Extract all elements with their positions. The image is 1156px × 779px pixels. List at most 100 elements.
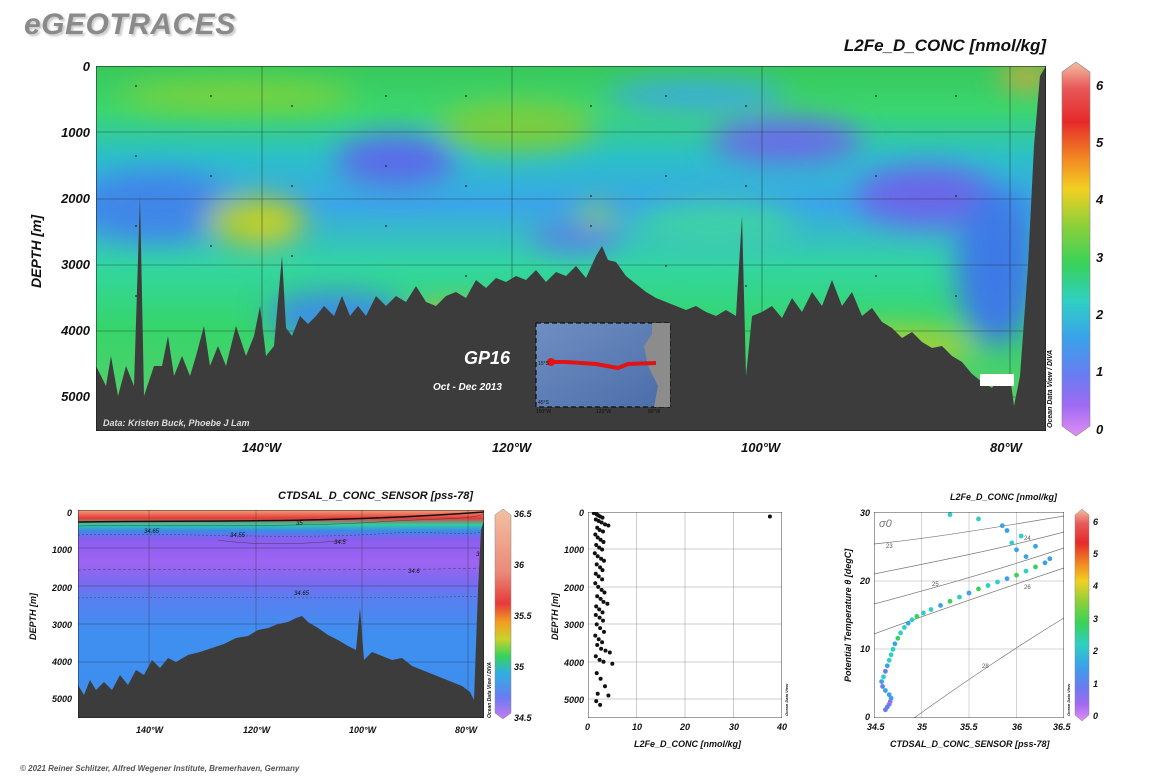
inset-lon-label: 150°W [536,409,551,415]
ts-point [921,610,926,616]
copyright-notice: © 2021 Reiner Schlitzer, Alfred Wegener … [20,764,300,773]
main-y-tick: 1000 [61,125,90,140]
svg-text:34.65: 34.65 [144,529,160,535]
svg-text:25: 25 [932,582,939,588]
ts-y-tick: 10 [859,644,870,654]
ts-colorbar-tick: 3 [1093,614,1099,624]
cruise-track-inset-map[interactable]: 15°S 45°S 150°W 120°W 80°W [535,322,671,415]
fe-depth-point [601,540,606,544]
isopycnal-labels: 23 24 25 26 28 [886,536,1031,670]
fe-depth-point [605,601,610,606]
ts-plot-title: L2Fe_D_CONC [nmol/kg] [950,492,1058,502]
salinity-colorbar-tick: 36.5 [514,509,532,519]
fe-depth-x-tick: 0 [585,722,591,732]
ts-x-tick: 35 [917,722,928,732]
main-nodata-patch [980,374,1014,386]
ts-point [1042,560,1048,566]
main-plot-title: L2Fe_D_CONC [nmol/kg] [843,36,1046,55]
fe-depth-point [594,562,599,567]
fe-depth-point [599,646,604,651]
ts-point [947,512,953,518]
fe-depth-point [599,520,604,525]
ts-point [976,516,981,522]
main-y-tick: 3000 [61,257,90,272]
inset-lon-label: 80°W [648,409,661,415]
ts-point [938,603,943,608]
main-y-axis-label: DEPTH [m] [28,214,44,288]
salinity-contours [78,513,484,599]
salinity-y-tick: 5000 [51,694,72,704]
salinity-x-tick: 100°W [349,725,377,735]
ts-watermark: Ocean Data View [1066,683,1071,716]
svg-text:34.5: 34.5 [334,540,346,546]
svg-text:34.6: 34.6 [408,569,420,575]
main-x-tick: 100°W [741,440,781,455]
fe-depth-point [603,684,607,689]
salinity-plot-title: CTDSAL_D_CONC_SENSOR [pss-78] [278,490,473,502]
salinity-colorbar [494,508,512,720]
ts-point [879,679,884,684]
egeotraces-logo: eGEOTRACES [24,8,236,41]
inset-lat-label: 15°S [538,361,550,367]
ts-y-tick: 30 [859,508,870,518]
data-credit: Data: Kristen Buck, Phoebe J Lam [103,418,250,428]
ts-point [892,641,898,647]
ts-y-axis-label: Potential Temperature θ [degC] [843,548,853,682]
salinity-y-tick: 0 [66,508,72,518]
ts-point [1033,543,1038,549]
fe-depth-y-tick: 5000 [563,695,584,705]
salinity-section-plot[interactable]: 34.65 35 34.55 34.5 34.6 34.65 35 [78,510,484,718]
inset-lat-label: 45°S [538,400,550,406]
fe-depth-point [606,693,611,698]
fe-depth-point [600,577,605,582]
fe-depth-point [594,604,599,609]
ts-point [905,620,911,626]
ts-points [879,512,1053,713]
fe-depth-point [596,637,601,642]
ts-colorbar [1074,508,1090,722]
fe-depth-y-tick: 4000 [563,658,584,668]
ts-point [957,594,962,600]
fe-depth-point [598,537,603,542]
ts-point [1004,528,1010,533]
ts-point [1047,556,1053,562]
salinity-y-tick: 2000 [51,583,72,593]
main-colorbar-tick: 5 [1096,135,1104,150]
main-section-plot[interactable]: Data: Kristen Buck, Phoebe J Lam GP16 Oc… [96,66,1046,431]
svg-text:23: 23 [886,544,893,550]
svg-text:35: 35 [476,552,483,558]
ts-point [884,663,890,669]
ts-colorbar-tick: 2 [1093,646,1099,656]
cruise-dates: Oct - Dec 2013 [433,382,502,393]
fe-depth-point [597,528,602,532]
fe-depth-point [602,590,607,595]
svg-text:28: 28 [982,664,989,670]
main-sample-dots [135,85,957,297]
fe-depth-point [600,640,605,645]
fe-depth-point [601,599,606,604]
salinity-y-axis-label: DEPTH [m] [28,593,38,640]
ts-colorbar-tick: 5 [1093,549,1099,559]
isopycnal-lines [874,515,1064,718]
fe-depth-x-axis-label: L2Fe_D_CONC [nmol/kg] [634,739,742,749]
main-colorbar-tick: 0 [1096,422,1104,437]
fe-depth-point [595,535,600,540]
main-x-tick: 140°W [242,440,282,455]
ts-point [902,625,907,630]
fe-depth-point [593,613,598,617]
ts-point [890,646,896,652]
ts-colorbar-tick: 1 [1093,679,1099,689]
fe-depth-point [596,584,601,589]
fe-depth-point [600,568,605,573]
fe-depth-point [595,643,600,647]
ts-colorbar-tick: 6 [1093,517,1099,527]
ts-point [886,692,892,698]
fe-depth-scatter-plot[interactable] [588,512,782,718]
fe-depth-point [603,522,607,527]
fe-depth-point [607,650,612,655]
ts-scatter-plot[interactable]: 23 24 25 26 28 σ0 [874,512,1064,718]
ts-x-axis-label: CTDSAL_D_CONC_SENSOR [pss-78] [890,739,1050,749]
ts-point [914,614,920,619]
salinity-y-tick: 4000 [51,657,72,667]
ts-point [883,688,888,693]
